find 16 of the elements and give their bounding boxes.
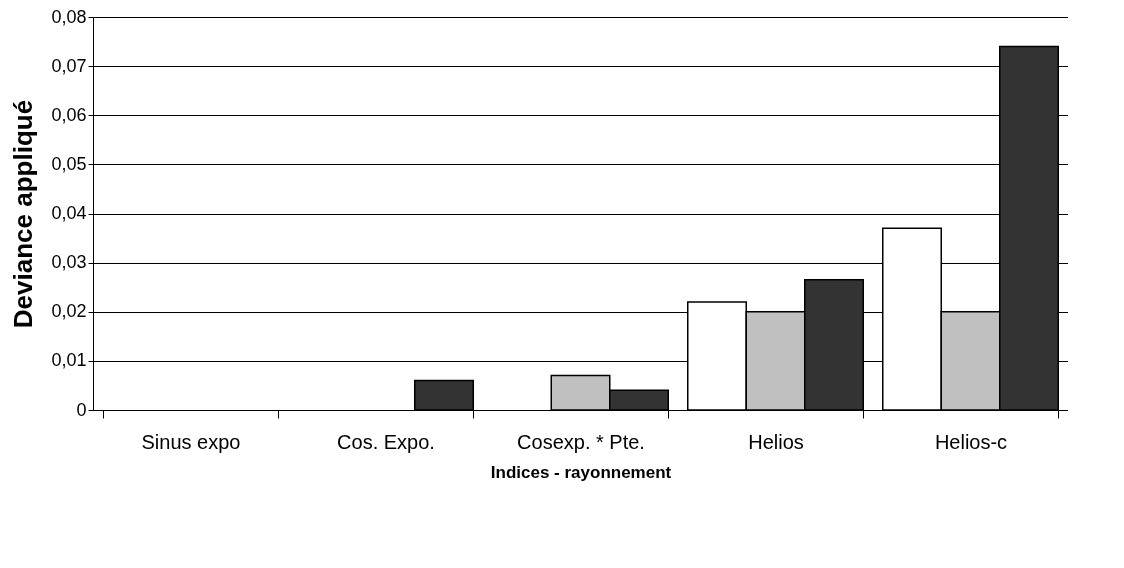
y-tick-label: 0,04 bbox=[51, 203, 87, 223]
y-tick-label: 0,07 bbox=[51, 55, 87, 76]
x-tick-label: Cos. Expo. bbox=[337, 430, 435, 453]
y-tick-label: 0 bbox=[76, 399, 87, 420]
y-tick-label: 0,08 bbox=[51, 6, 87, 27]
x-tick-label: Cosexp. * Pte. bbox=[517, 430, 645, 453]
x-tick-label: Helios-c bbox=[934, 430, 1008, 453]
x-tick-label: Sinus expo bbox=[141, 430, 241, 453]
x-tick-label: Helios bbox=[748, 430, 804, 453]
y-tick-label: 0,05 bbox=[51, 153, 87, 174]
x-axis-title: Indices - rayonnement bbox=[490, 462, 672, 482]
y-axis-title: Deviance appliqué bbox=[8, 99, 39, 329]
y-tick-label: 0,01 bbox=[51, 350, 87, 371]
y-tick-label: 0,06 bbox=[51, 104, 87, 125]
y-tick-label: 0,03 bbox=[51, 252, 87, 273]
y-tick-label: 0,02 bbox=[51, 301, 87, 322]
